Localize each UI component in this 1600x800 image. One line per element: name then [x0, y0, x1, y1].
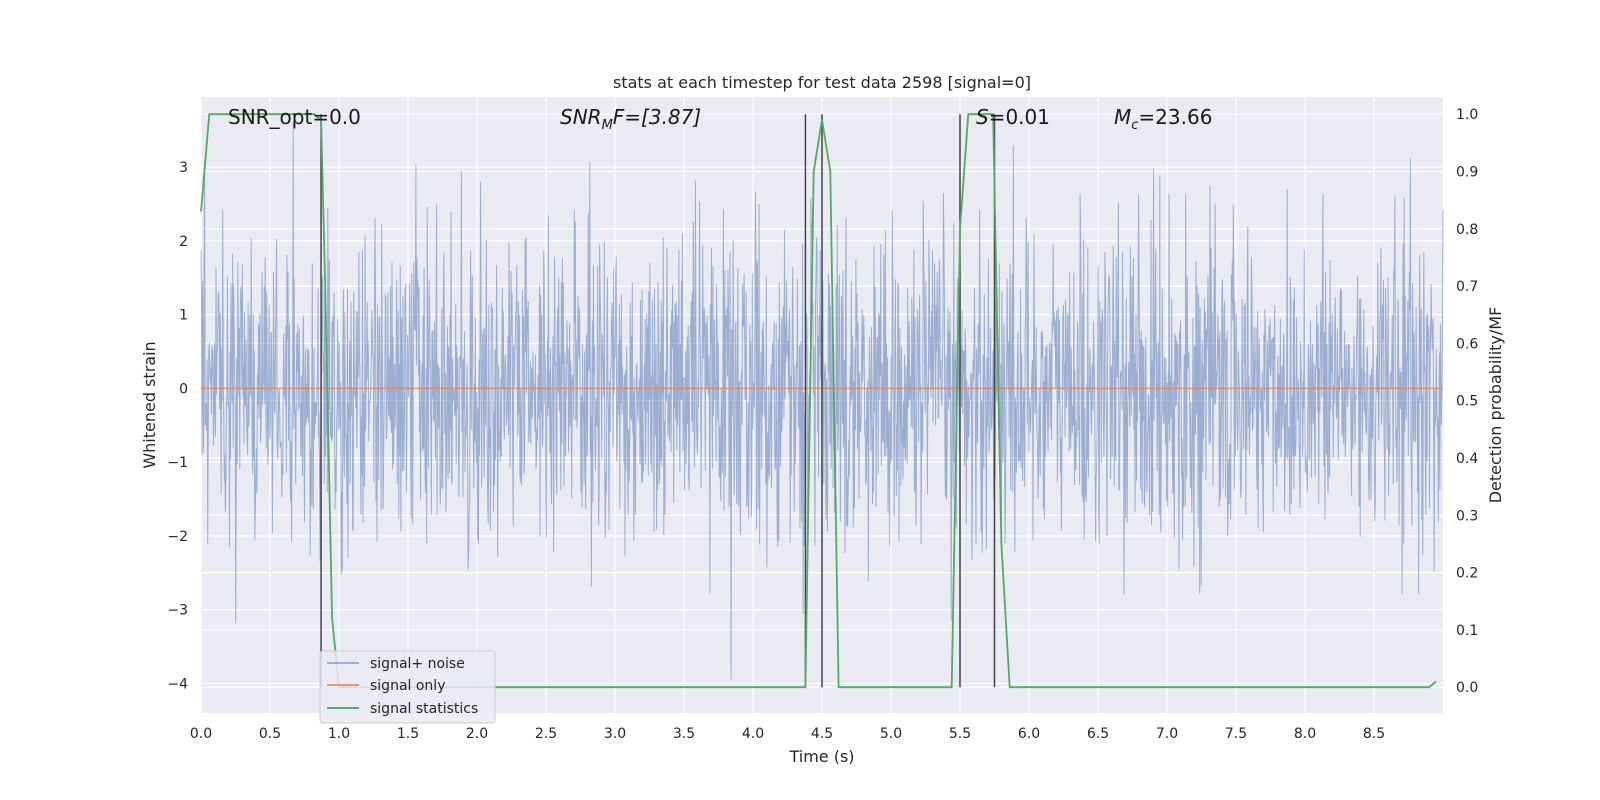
x-tick-label: 3.0	[604, 726, 626, 742]
x-tick-label: 1.0	[328, 726, 350, 742]
annotation-s-symbol: S	[976, 105, 989, 129]
annotation-snr-mf-base: SNR	[560, 105, 602, 129]
y2-tick-label: 0.7	[1456, 279, 1478, 295]
y-tick-label: −1	[167, 455, 188, 471]
y-tick-label: −4	[167, 676, 188, 692]
x-tick-label: 5.5	[949, 726, 971, 742]
annotation-snr-opt: SNR_opt=0.0	[228, 105, 361, 129]
annotation-mc-value: =23.66	[1138, 105, 1212, 129]
x-tick-label: 6.5	[1087, 726, 1109, 742]
x-tick-label: 0.5	[259, 726, 281, 742]
x-tick-label: 1.5	[397, 726, 419, 742]
chart-title: stats at each timestep for test data 259…	[613, 73, 1031, 92]
y2-tick-label: 0.9	[1456, 164, 1478, 180]
x-tick-label: 7.5	[1225, 726, 1247, 742]
annotation-s-value: =0.01	[989, 105, 1050, 129]
y2-tick-label: 0.1	[1456, 623, 1478, 639]
y2-axis-label: Detection probability/MF	[1486, 307, 1505, 504]
y2-tick-label: 0.4	[1456, 451, 1478, 467]
y2-tick-label: 0.8	[1456, 222, 1478, 238]
annotation-mc-sub: c	[1131, 118, 1138, 133]
annotation-s: S=0.01	[976, 105, 1050, 129]
x-tick-label: 2.5	[535, 726, 557, 742]
annotation-snr-mf-rest: F=[3.87]	[613, 105, 701, 129]
x-tick-label: 4.5	[811, 726, 833, 742]
x-axis-ticks: 0.0 0.5 1.0 1.5 2.0 2.5 3.0 3.5 4.0 4.5 5.0 5.5 6.0 6…	[190, 726, 1385, 742]
x-tick-label: 8.0	[1294, 726, 1316, 742]
legend-label-signal-statistics: signal statistics	[370, 701, 478, 717]
y-tick-label: 1	[179, 308, 188, 324]
y2-tick-label: 0.2	[1456, 566, 1478, 582]
x-tick-label: 0.0	[190, 726, 212, 742]
annotation-mc: Mc=23.66	[1114, 105, 1212, 133]
legend-box	[319, 650, 496, 724]
legend-label-signal-noise: signal+ noise	[370, 656, 465, 672]
y-tick-label: 0	[179, 381, 188, 397]
y-axis-label: Whitened strain	[140, 341, 159, 468]
annotation-mc-base: M	[1114, 105, 1131, 129]
annotation-snr-mf: SNRMF=[3.87]	[560, 105, 701, 133]
y2-tick-label: 0.6	[1456, 336, 1478, 352]
y2-axis-ticks: 1.0 0.9 0.8 0.7 0.6 0.5 0.4 0.3 0.2 0.1 0.0	[1456, 107, 1478, 696]
x-tick-label: 3.5	[673, 726, 695, 742]
signal-statistics-line	[200, 113, 1437, 689]
x-tick-label: 7.0	[1156, 726, 1178, 742]
x-tick-label: 8.5	[1363, 726, 1385, 742]
y2-tick-label: 0.0	[1456, 680, 1478, 696]
series-lines	[200, 113, 1443, 689]
y2-tick-label: 0.3	[1456, 508, 1478, 524]
x-tick-label: 6.0	[1018, 726, 1040, 742]
x-tick-label: 4.0	[742, 726, 764, 742]
x-tick-label: 5.0	[880, 726, 902, 742]
x-axis-label: Time (s)	[788, 747, 854, 766]
y-tick-label: −2	[167, 529, 188, 545]
y2-tick-label: 0.5	[1456, 394, 1478, 410]
y-tick-label: −3	[167, 603, 188, 619]
y-tick-label: 3	[179, 160, 188, 176]
annotation-snr-mf-sub: M	[602, 118, 613, 133]
legend-label-signal-only: signal only	[370, 678, 445, 694]
legend: signal+ noise signal only signal statist…	[319, 650, 496, 724]
y2-tick-label: 1.0	[1456, 107, 1478, 123]
x-tick-label: 2.0	[466, 726, 488, 742]
y-axis-ticks: 3 2 1 0 −1 −2 −3 −4	[167, 160, 188, 692]
y-tick-label: 2	[179, 234, 188, 250]
